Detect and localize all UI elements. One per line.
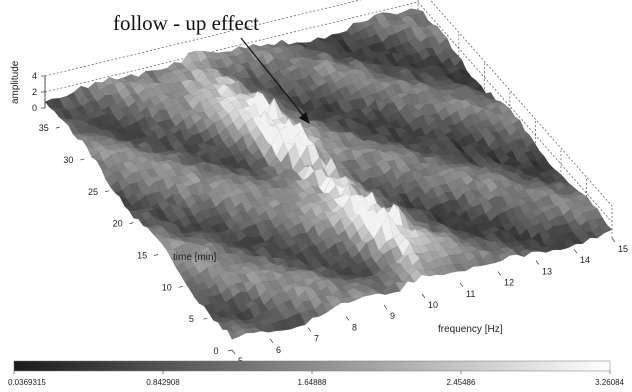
- colorbar-tick-label: 0.842908: [146, 378, 180, 387]
- colorbar-tick-label: 0.0369315: [8, 378, 46, 387]
- z-tick-label: 0: [32, 103, 37, 113]
- colorbar-tick-label: 3.26084: [595, 378, 624, 387]
- x-tick-mark: [421, 293, 426, 299]
- x-tick-mark: [345, 316, 350, 321]
- y-axis-label: time [min]: [173, 252, 217, 263]
- y-tick-mark: [104, 190, 110, 193]
- x-tick-label: 15: [618, 244, 628, 254]
- colorbar-tick-label: 2.45486: [447, 378, 476, 387]
- x-tick-label: 8: [352, 322, 357, 332]
- x-tick-label: 7: [314, 334, 319, 344]
- y-tick-label: 30: [63, 155, 73, 165]
- x-tick-label: 10: [428, 300, 438, 310]
- y-tick-mark: [203, 317, 208, 320]
- z-tick-label: 4: [32, 71, 37, 81]
- x-tick-label: 13: [542, 266, 552, 276]
- y-tick-label: 25: [88, 187, 98, 197]
- colorbar-ticks: 0.0369315 0.842908 1.64888 2.45486 3.26084: [8, 371, 625, 387]
- amplitude-axis-ticks: 0 2 4: [32, 71, 45, 113]
- y-tick-label: 20: [113, 219, 123, 229]
- time-axis-ticks: 0 5 10 15 20 25 30 35: [39, 123, 233, 356]
- surface-patch: [599, 224, 613, 234]
- annotation-arrowhead: [299, 112, 310, 124]
- x-tick-label: 11: [466, 289, 475, 299]
- x-tick-mark: [611, 237, 616, 243]
- x-tick-label: 6: [276, 345, 281, 355]
- colorbar: [13, 360, 611, 372]
- y-tick-mark: [154, 254, 159, 256]
- wall-edge: [429, 0, 613, 207]
- x-tick-label: 12: [504, 278, 514, 288]
- colorbar-tick-label: 1.64888: [298, 378, 327, 387]
- y-tick-mark: [178, 285, 183, 288]
- annotation-text: follow - up effect: [113, 11, 259, 35]
- y-tick-label: 0: [213, 346, 218, 356]
- y-tick-mark: [55, 126, 60, 129]
- x-tick-mark: [535, 260, 540, 265]
- y-tick-mark: [129, 222, 134, 224]
- x-tick-mark: [307, 327, 312, 332]
- surface-mesh: [44, 8, 613, 340]
- y-tick-label: 10: [162, 282, 172, 292]
- x-tick-mark: [459, 282, 464, 288]
- x-tick-label: 9: [390, 311, 395, 321]
- y-tick-label: 5: [189, 314, 194, 324]
- annotation-arrow: [240, 37, 307, 120]
- x-tick-mark: [383, 304, 388, 310]
- x-tick-mark: [497, 271, 502, 276]
- x-axis-label: frequency [Hz]: [438, 324, 503, 335]
- x-tick-label: 14: [580, 255, 590, 265]
- y-tick-mark: [80, 158, 85, 161]
- x-tick-mark: [231, 349, 236, 355]
- y-tick-mark: [227, 349, 233, 352]
- x-tick-mark: [269, 338, 274, 344]
- y-tick-label: 35: [39, 123, 49, 133]
- z-tick-label: 2: [32, 87, 37, 97]
- z-axis-label: amplitude: [10, 60, 21, 104]
- y-tick-label: 15: [137, 250, 147, 260]
- x-tick-mark: [573, 248, 578, 254]
